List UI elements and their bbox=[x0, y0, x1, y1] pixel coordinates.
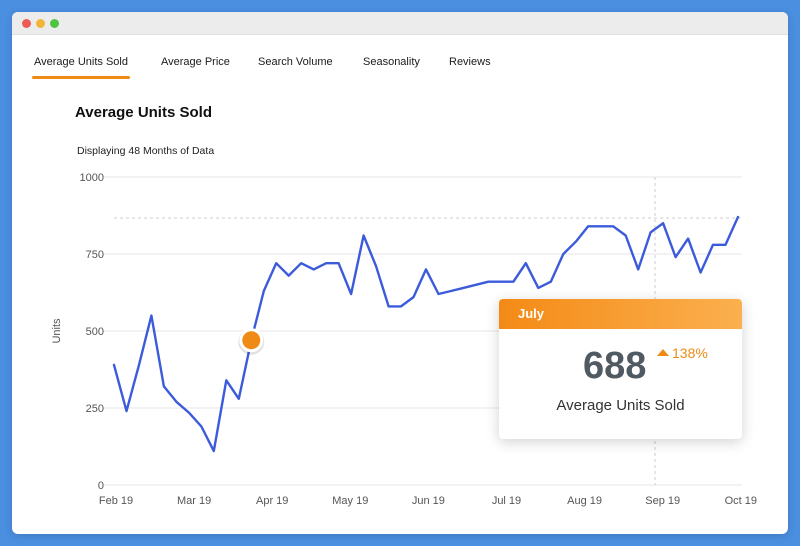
arrow-up-icon bbox=[657, 349, 669, 356]
tab-reviews[interactable]: Reviews bbox=[449, 56, 491, 68]
x-tick-label: Feb 19 bbox=[99, 495, 133, 507]
tooltip-change-value: 138% bbox=[672, 345, 708, 361]
y-tick-label: 250 bbox=[86, 403, 104, 415]
x-tick-label: Mar 19 bbox=[177, 495, 211, 507]
x-tick-label: Sep 19 bbox=[645, 495, 680, 507]
x-tick-label: Jul 19 bbox=[492, 495, 521, 507]
x-tick-label: Aug 19 bbox=[567, 495, 602, 507]
x-tick-label: Oct 19 bbox=[725, 495, 757, 507]
y-tick-label: 0 bbox=[98, 480, 104, 492]
tooltip-change: 138% bbox=[657, 345, 708, 361]
tab-seasonality[interactable]: Seasonality bbox=[363, 56, 420, 68]
line-chart: 0 250 500 750 1000 Units Feb 19 Mar 19 Apr 19 May… bbox=[51, 172, 757, 507]
close-window-button[interactable] bbox=[22, 19, 31, 28]
tooltip-month: July bbox=[499, 299, 742, 329]
app-window: Average Units Sold Average Price Search … bbox=[12, 12, 788, 534]
x-tick-label: May 19 bbox=[332, 495, 368, 507]
y-tick-label: 750 bbox=[86, 249, 104, 261]
highlight-marker bbox=[242, 331, 261, 350]
title-bar bbox=[12, 12, 788, 35]
x-tick-label: Apr 19 bbox=[256, 495, 288, 507]
y-axis-label: Units bbox=[51, 318, 63, 344]
series-line bbox=[112, 215, 740, 453]
tab-average-units-sold[interactable]: Average Units Sold bbox=[32, 56, 130, 79]
tab-average-price[interactable]: Average Price bbox=[161, 56, 230, 68]
tooltip-value: 688 bbox=[583, 345, 647, 387]
tooltip-label: Average Units Sold bbox=[556, 397, 685, 414]
metric-tabs: Average Units Sold Average Price Search … bbox=[12, 34, 788, 84]
data-tooltip: July 688 138% Average Units Sold bbox=[499, 299, 742, 439]
minimize-window-button[interactable] bbox=[36, 19, 45, 28]
tab-search-volume[interactable]: Search Volume bbox=[258, 56, 333, 68]
y-tick-label: 500 bbox=[86, 326, 104, 338]
maximize-window-button[interactable] bbox=[50, 19, 59, 28]
chart-title: Average Units Sold bbox=[75, 104, 212, 121]
x-tick-label: Jun 19 bbox=[412, 495, 445, 507]
chart-subtitle: Displaying 48 Months of Data bbox=[77, 145, 215, 157]
y-tick-label: 1000 bbox=[80, 172, 104, 184]
